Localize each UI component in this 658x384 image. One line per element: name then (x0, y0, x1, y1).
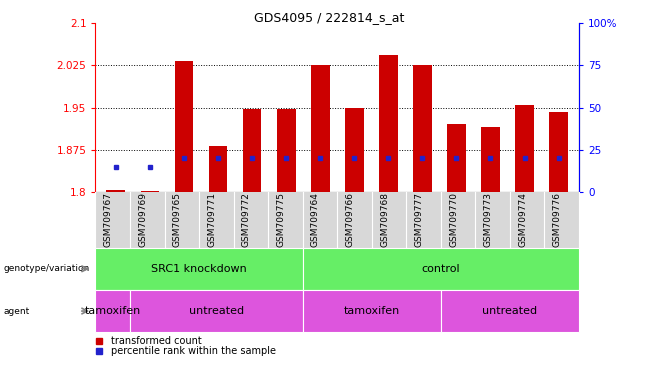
Bar (95, 290, 130, 332)
Bar (95, 192, 579, 248)
Text: GSM709774: GSM709774 (519, 192, 527, 247)
Bar (311, 65, 330, 192)
Bar (441, 290, 579, 332)
Bar (303, 248, 579, 290)
Text: agent: agent (3, 306, 30, 316)
Bar (243, 109, 261, 192)
Text: percentile rank within the sample: percentile rank within the sample (111, 346, 276, 356)
Text: tamoxifen: tamoxifen (85, 306, 141, 316)
Bar (481, 127, 500, 192)
Text: tamoxifen: tamoxifen (343, 306, 400, 316)
Bar (107, 190, 125, 192)
Bar (277, 109, 295, 192)
Bar (303, 290, 441, 332)
Bar (413, 65, 432, 192)
Text: GSM709772: GSM709772 (242, 192, 251, 247)
Text: GSM709773: GSM709773 (484, 192, 493, 247)
Bar (447, 124, 466, 192)
Text: GSM709777: GSM709777 (415, 192, 424, 247)
Text: GSM709764: GSM709764 (311, 192, 320, 247)
Text: GSM709770: GSM709770 (449, 192, 458, 247)
Text: untreated: untreated (482, 306, 538, 316)
Bar (515, 105, 534, 192)
Bar (345, 108, 364, 192)
Text: GSM709775: GSM709775 (276, 192, 286, 247)
Text: GSM709771: GSM709771 (207, 192, 216, 247)
Text: GSM709776: GSM709776 (553, 192, 562, 247)
Text: GSM709767: GSM709767 (104, 192, 113, 247)
Text: control: control (422, 264, 460, 274)
Bar (549, 112, 568, 192)
Text: GSM709769: GSM709769 (138, 192, 147, 247)
Text: GSM709766: GSM709766 (345, 192, 355, 247)
Text: genotype/variation: genotype/variation (3, 264, 89, 273)
Bar (130, 290, 303, 332)
Text: SRC1 knockdown: SRC1 knockdown (151, 264, 247, 274)
Bar (209, 146, 228, 192)
Bar (95, 248, 303, 290)
Text: GSM709765: GSM709765 (173, 192, 182, 247)
Bar (379, 55, 397, 192)
Bar (174, 61, 193, 192)
Text: GDS4095 / 222814_s_at: GDS4095 / 222814_s_at (254, 12, 404, 25)
Text: GSM709768: GSM709768 (380, 192, 389, 247)
Text: transformed count: transformed count (111, 336, 201, 346)
Text: untreated: untreated (189, 306, 244, 316)
